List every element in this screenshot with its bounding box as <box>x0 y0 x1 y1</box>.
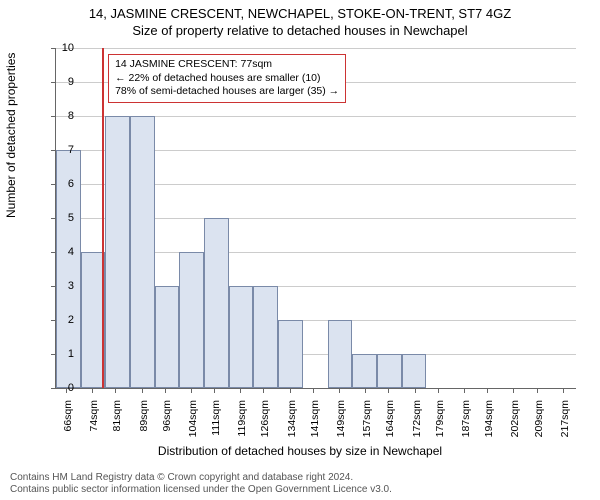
xtick-mark <box>214 388 215 393</box>
xtick-label: 111sqm <box>210 400 222 450</box>
xtick-mark <box>290 388 291 393</box>
xtick-label: 66sqm <box>62 400 74 450</box>
histogram-bar <box>105 116 130 388</box>
xtick-mark <box>415 388 416 393</box>
xtick-mark <box>365 388 366 393</box>
histogram-bar <box>377 354 402 388</box>
xtick-label: 126sqm <box>259 400 271 450</box>
footer-line2: Contains public sector information licen… <box>10 484 392 496</box>
ytick-label: 4 <box>49 246 74 258</box>
xtick-label: 74sqm <box>88 400 100 450</box>
xtick-mark <box>537 388 538 393</box>
ytick-label: 10 <box>49 42 74 54</box>
ytick-label: 7 <box>49 144 74 156</box>
histogram-bar <box>204 218 229 388</box>
xtick-mark <box>513 388 514 393</box>
xtick-label: 202sqm <box>509 400 521 450</box>
histogram-bar <box>130 116 155 388</box>
footer-line1: Contains HM Land Registry data © Crown c… <box>10 472 392 484</box>
xtick-mark <box>464 388 465 393</box>
xtick-mark <box>438 388 439 393</box>
xtick-label: 81sqm <box>111 400 123 450</box>
ytick-label: 9 <box>49 76 74 88</box>
ytick-label: 6 <box>49 178 74 190</box>
xtick-mark <box>115 388 116 393</box>
histogram-bar <box>253 286 278 388</box>
xtick-mark <box>240 388 241 393</box>
xtick-label: 179sqm <box>434 400 446 450</box>
xtick-label: 217sqm <box>559 400 571 450</box>
xtick-label: 134sqm <box>286 400 298 450</box>
xtick-mark <box>388 388 389 393</box>
chart-plot-area: 14 JASMINE CRESCENT: 77sqm← 22% of detac… <box>55 48 576 389</box>
gridline <box>56 48 576 49</box>
histogram-bar <box>179 252 204 388</box>
ytick-label: 0 <box>49 382 74 394</box>
histogram-bar <box>402 354 427 388</box>
xtick-label: 149sqm <box>335 400 347 450</box>
xtick-label: 187sqm <box>460 400 472 450</box>
histogram-bar <box>328 320 353 388</box>
page-subtitle: Size of property relative to detached ho… <box>0 21 600 38</box>
xtick-mark <box>563 388 564 393</box>
xtick-mark <box>313 388 314 393</box>
xtick-label: 141sqm <box>309 400 321 450</box>
ytick-label: 2 <box>49 314 74 326</box>
xtick-mark <box>191 388 192 393</box>
xtick-mark <box>165 388 166 393</box>
ytick-label: 5 <box>49 212 74 224</box>
annotation-line: ← 22% of detached houses are smaller (10… <box>115 72 339 86</box>
xtick-label: 89sqm <box>138 400 150 450</box>
ytick-label: 8 <box>49 110 74 122</box>
xtick-mark <box>263 388 264 393</box>
footer-attribution: Contains HM Land Registry data © Crown c… <box>10 472 392 496</box>
ytick-label: 3 <box>49 280 74 292</box>
histogram-bar <box>229 286 254 388</box>
xtick-label: 157sqm <box>361 400 373 450</box>
histogram-bar <box>352 354 377 388</box>
y-axis-label: Number of detached properties <box>4 53 18 218</box>
annotation-box: 14 JASMINE CRESCENT: 77sqm← 22% of detac… <box>108 54 346 103</box>
histogram-bar <box>278 320 303 388</box>
page-address-title: 14, JASMINE CRESCENT, NEWCHAPEL, STOKE-O… <box>0 0 600 21</box>
histogram-bar <box>155 286 180 388</box>
xtick-label: 104sqm <box>187 400 199 450</box>
property-marker-line <box>102 48 104 388</box>
xtick-mark <box>142 388 143 393</box>
annotation-line: 78% of semi-detached houses are larger (… <box>115 85 339 99</box>
ytick-label: 1 <box>49 348 74 360</box>
xtick-label: 172sqm <box>411 400 423 450</box>
xtick-mark <box>339 388 340 393</box>
xtick-mark <box>92 388 93 393</box>
xtick-label: 119sqm <box>236 400 248 450</box>
xtick-mark <box>487 388 488 393</box>
annotation-line: 14 JASMINE CRESCENT: 77sqm <box>115 58 339 72</box>
xtick-label: 194sqm <box>483 400 495 450</box>
xtick-label: 164sqm <box>384 400 396 450</box>
xtick-label: 96sqm <box>161 400 173 450</box>
xtick-label: 209sqm <box>533 400 545 450</box>
